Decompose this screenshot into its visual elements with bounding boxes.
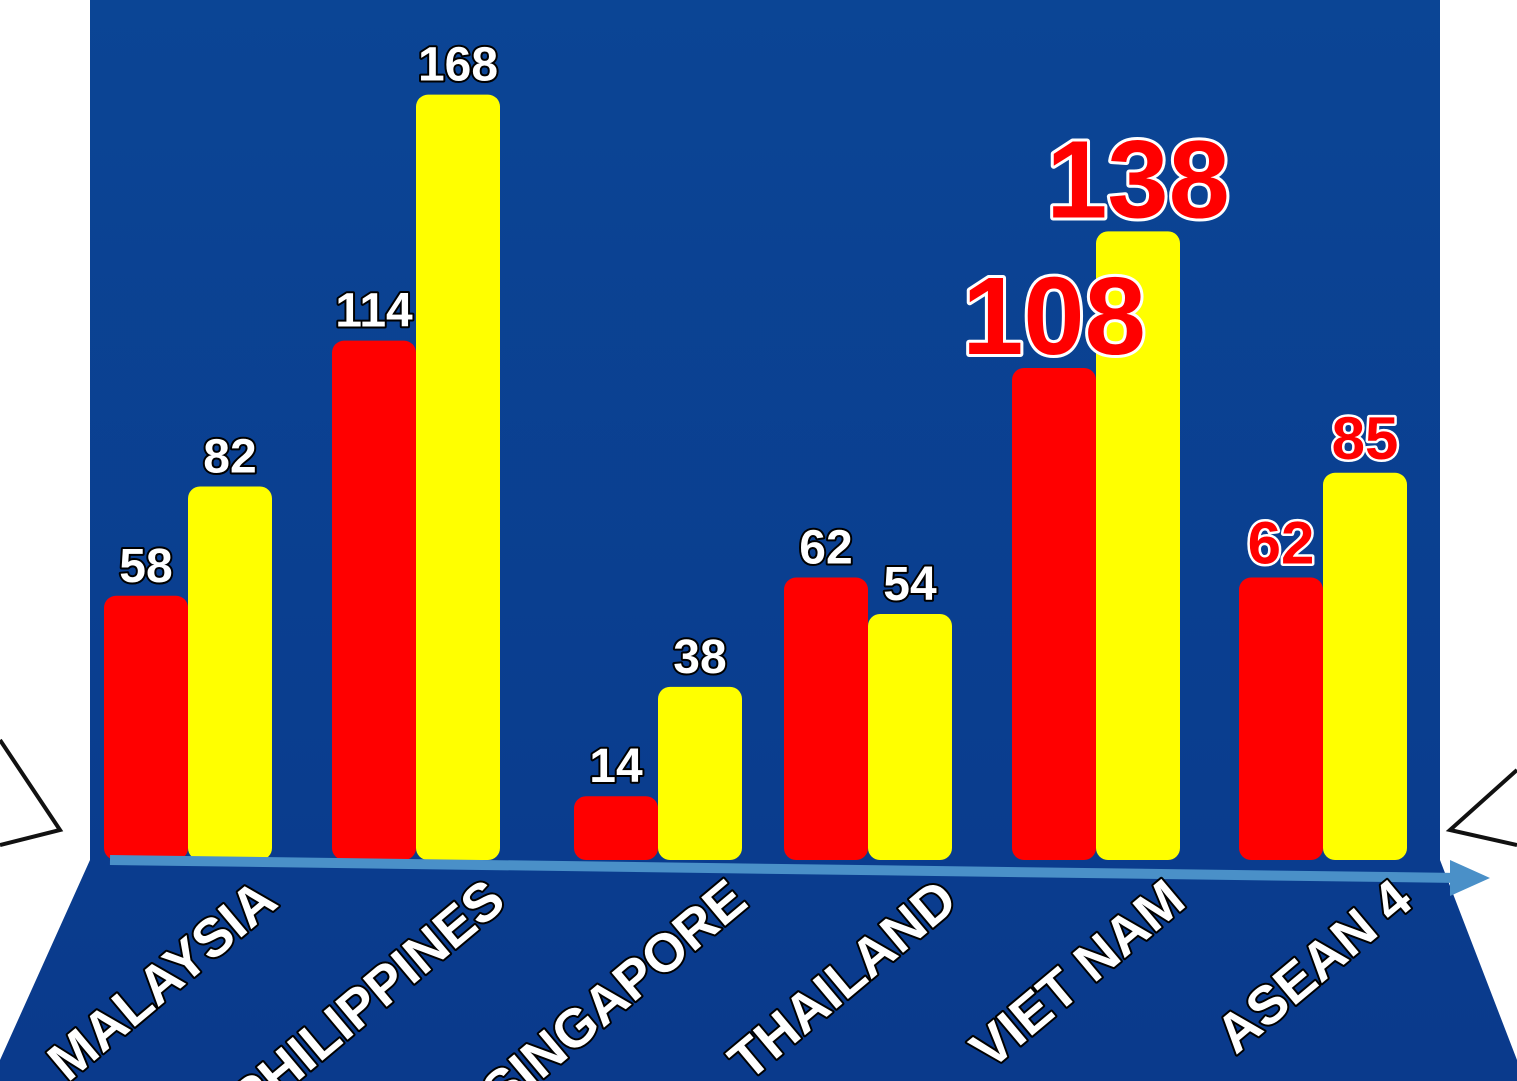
bar — [416, 94, 500, 860]
bar — [1239, 577, 1323, 860]
bar — [658, 686, 742, 860]
data-label: 62 — [799, 522, 852, 575]
data-label: 82 — [203, 430, 256, 483]
stand-legs — [0, 738, 1517, 847]
data-label: 85 — [1332, 405, 1399, 472]
data-label: 58 — [119, 540, 172, 593]
plot-area — [104, 94, 1407, 861]
data-label: 54 — [883, 558, 937, 611]
data-label: 114 — [335, 285, 413, 338]
data-label: 38 — [673, 631, 726, 684]
data-label: 168 — [418, 39, 498, 92]
data-label: 108 — [962, 255, 1146, 378]
axis-arrow-head — [1450, 860, 1490, 896]
axis-arrow — [109, 855, 1461, 883]
bar — [332, 340, 416, 861]
data-label: 138 — [1046, 118, 1230, 241]
data-label: 62 — [1248, 510, 1315, 577]
bar — [868, 614, 952, 860]
bar — [104, 595, 188, 860]
bar — [1096, 231, 1180, 861]
bar — [188, 486, 272, 860]
bar — [1323, 472, 1407, 860]
data-label: 14 — [589, 740, 643, 793]
bar — [574, 796, 658, 860]
bar — [1012, 368, 1096, 860]
bar — [784, 577, 868, 860]
